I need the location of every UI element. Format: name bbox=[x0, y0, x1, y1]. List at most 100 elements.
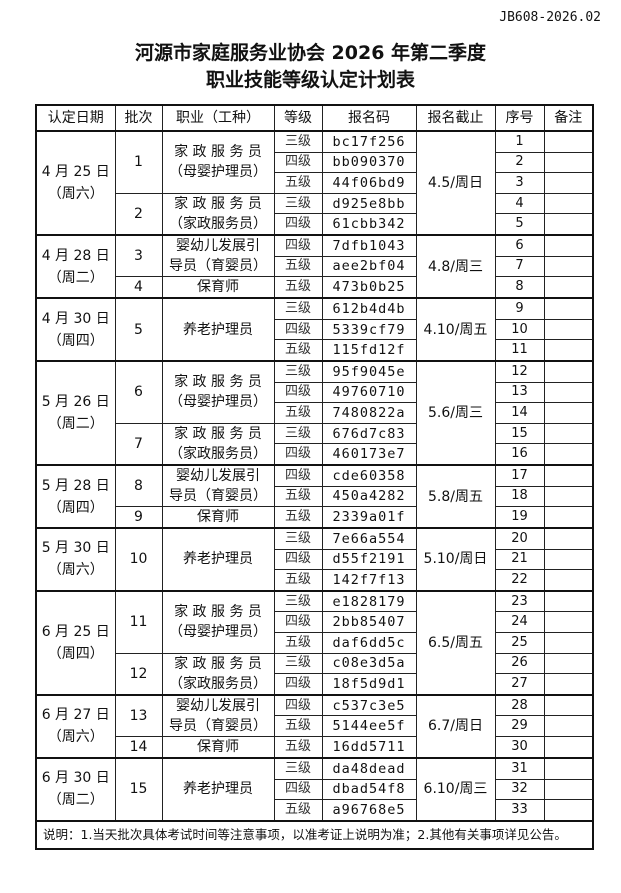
seq-cell: 29 bbox=[494, 715, 545, 738]
code-cell: da48dead bbox=[321, 757, 417, 780]
code-cell: cde60358 bbox=[321, 463, 417, 487]
date-cell: 6 月 25 日 （周四） bbox=[35, 589, 116, 696]
table-row: 五级 115fd12f 11 bbox=[36, 339, 594, 362]
code-cell: 5144ee5f bbox=[321, 715, 417, 738]
text-line: （母婴护理员） bbox=[169, 624, 267, 641]
header-code: 报名码 bbox=[321, 104, 417, 132]
job-cell: 婴幼儿发展引 导员（育婴员） bbox=[161, 233, 275, 278]
job-cell: 家 政 服 务 员 （母婴护理员） bbox=[161, 129, 275, 194]
code-cell: aee2bf04 bbox=[321, 255, 417, 278]
code-cell: c08e3d5a bbox=[321, 652, 417, 675]
text-line: 家 政 服 务 员 bbox=[174, 144, 262, 161]
header-batch: 批次 bbox=[114, 104, 163, 132]
table-row: 12 家 政 服 务 员 （家政服务员） 三级 c08e3d5a 26 bbox=[36, 652, 594, 696]
seq-cell: 15 bbox=[494, 422, 545, 445]
seq-cell: 17 bbox=[494, 463, 545, 487]
code-cell: 61cbb342 bbox=[321, 213, 417, 236]
note-cell bbox=[543, 151, 594, 174]
text-line: 保育师 bbox=[197, 509, 239, 526]
level-cell: 三级 bbox=[273, 422, 323, 445]
job-cell: 保育师 bbox=[161, 276, 275, 299]
text-line: 6 月 27 日 bbox=[41, 707, 110, 724]
code-cell: 460173e7 bbox=[321, 443, 417, 466]
note-cell bbox=[543, 799, 594, 822]
seq-cell: 4 bbox=[494, 192, 545, 215]
seq-cell: 5 bbox=[494, 213, 545, 236]
text-line: 养老护理员 bbox=[183, 321, 253, 338]
date-cell: 4 月 25 日 （周六） bbox=[35, 130, 116, 236]
code-cell: dbad54f8 bbox=[321, 778, 417, 801]
table-row: 6 月 25 日（周四） 11 家 政 服 务 员（母婴护理员） 三级 e1828179… bbox=[35, 589, 594, 696]
table-row: 14 保育师 五级 16dd5711 30 bbox=[36, 736, 594, 759]
note-cell bbox=[543, 569, 594, 592]
seq-cell: 19 bbox=[494, 506, 545, 529]
text-line: （母婴护理员） bbox=[169, 394, 267, 411]
batch-cell: 7 bbox=[114, 422, 163, 466]
text-line: 保育师 bbox=[197, 279, 239, 296]
note-cell bbox=[543, 381, 594, 404]
note-cell bbox=[543, 589, 594, 613]
table-row: 五级 450a4282 18 bbox=[36, 485, 594, 508]
batch-cell: 9 bbox=[114, 506, 163, 529]
level-cell: 五级 bbox=[273, 172, 323, 194]
batch-cell: 2 bbox=[114, 192, 163, 236]
table-row: 五级 daf6dd5c 25 bbox=[36, 632, 594, 654]
level-cell: 五级 bbox=[273, 736, 323, 759]
code-cell: 2bb85407 bbox=[321, 611, 417, 634]
deadline-cell: 5.8/周五 bbox=[415, 463, 496, 529]
deadline-cell: 4.10/周五 bbox=[415, 297, 496, 362]
note-cell bbox=[543, 506, 594, 529]
table-row: 四级 d55f2191 21 bbox=[36, 548, 594, 571]
seq-cell: 30 bbox=[494, 736, 545, 759]
job-cell: 养老护理员 bbox=[161, 757, 275, 822]
code-cell: bb090370 bbox=[321, 151, 417, 174]
job-cell: 保育师 bbox=[161, 506, 275, 529]
text-line: 养老护理员 bbox=[183, 551, 253, 568]
level-cell: 三级 bbox=[273, 589, 323, 613]
level-cell: 四级 bbox=[273, 213, 323, 236]
text-line: （周四） bbox=[47, 332, 104, 349]
note-cell bbox=[543, 297, 594, 320]
level-cell: 五级 bbox=[273, 799, 323, 822]
code-cell: daf6dd5c bbox=[321, 632, 417, 654]
date-cell: 4 月 30 日 （周四） bbox=[35, 297, 116, 362]
batch-cell: 13 bbox=[114, 693, 163, 738]
deadline-cell: 4.8/周三 bbox=[415, 233, 496, 299]
header-note: 备注 bbox=[543, 104, 594, 132]
seq-cell: 3 bbox=[494, 172, 545, 194]
code-cell: 16dd5711 bbox=[321, 736, 417, 759]
level-cell: 五级 bbox=[273, 255, 323, 278]
note-cell bbox=[543, 339, 594, 362]
note-cell bbox=[543, 652, 594, 675]
level-cell: 四级 bbox=[273, 151, 323, 174]
note-cell bbox=[543, 485, 594, 508]
level-cell: 四级 bbox=[273, 548, 323, 571]
deadline-cell: 6.10/周三 bbox=[415, 757, 496, 822]
code-cell: d925e8bb bbox=[321, 192, 417, 215]
level-cell: 四级 bbox=[273, 611, 323, 634]
title-line-1: 河源市家庭服务业协会 2026 年第二季度 bbox=[134, 42, 487, 64]
deadline-cell: 6.5/周五 bbox=[415, 589, 496, 696]
text-line: 婴幼儿发展引 bbox=[176, 468, 260, 484]
seq-cell: 32 bbox=[494, 778, 545, 801]
note-cell bbox=[543, 129, 594, 153]
level-cell: 五级 bbox=[273, 485, 323, 508]
date-cell: 5 月 30 日 （周六） bbox=[35, 527, 116, 592]
date-cell: 5 月 28 日 （周四） bbox=[35, 463, 116, 529]
seq-cell: 22 bbox=[494, 569, 545, 592]
level-cell: 五级 bbox=[273, 715, 323, 738]
text-line: 家 政 服 务 员 bbox=[174, 195, 262, 212]
text-line: 婴幼儿发展引 bbox=[176, 697, 260, 714]
batch-cell: 8 bbox=[114, 463, 163, 508]
note-cell bbox=[543, 359, 594, 383]
header-level: 等级 bbox=[273, 104, 323, 132]
level-cell: 五级 bbox=[273, 506, 323, 529]
text-line: 4 月 25 日 bbox=[41, 163, 110, 180]
text-line: （周四） bbox=[47, 645, 104, 662]
batch-cell: 4 bbox=[114, 276, 163, 299]
seq-cell: 1 bbox=[494, 129, 545, 153]
note-cell bbox=[543, 548, 594, 571]
note-cell bbox=[543, 402, 594, 424]
level-cell: 四级 bbox=[273, 673, 323, 696]
code-cell: a96768e5 bbox=[321, 799, 417, 822]
